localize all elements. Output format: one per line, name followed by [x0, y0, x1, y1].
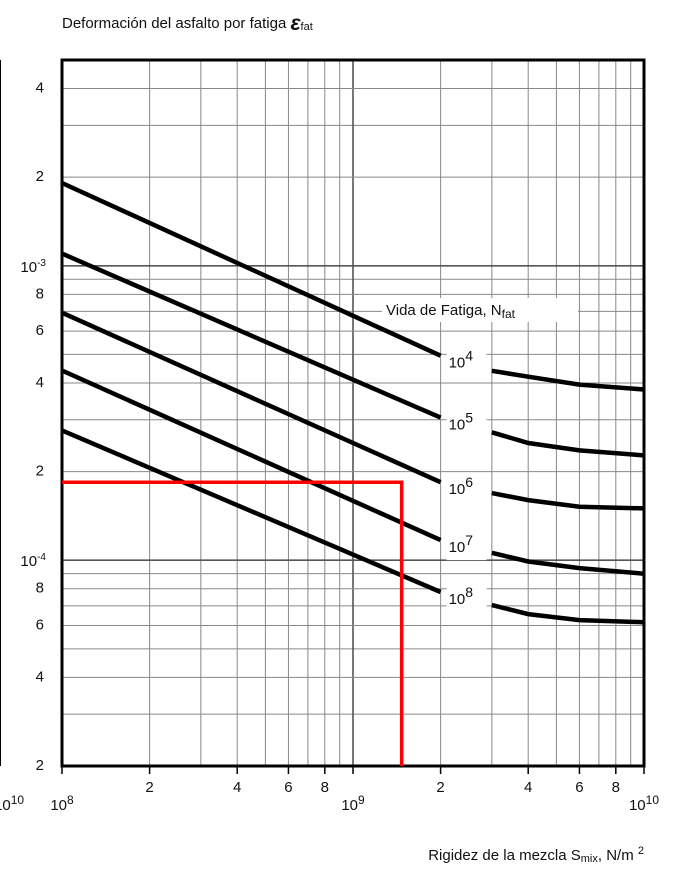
x-tick-label: 2	[145, 779, 153, 796]
series-label-part: 10	[449, 539, 466, 556]
series-label: 106	[449, 475, 474, 499]
legend-title: Vida de Fatiga, Nfat	[386, 302, 516, 321]
chart-title-part: fat	[301, 21, 313, 33]
chart-title: Deformación del asfalto por fatiga εfat	[62, 12, 313, 35]
legend-title-part: fat	[502, 307, 516, 321]
y-tick-label-part: 6	[36, 322, 44, 339]
x-tick-label-part: 6	[575, 779, 583, 796]
x-tick-label: 8	[612, 779, 620, 796]
y-tick-label-part: 10	[20, 259, 37, 276]
x-tick-label-part: 10	[629, 797, 646, 814]
side-label-part: 10	[0, 797, 11, 814]
legend-title-part: Vida de Fatiga, N	[386, 302, 502, 319]
fatigue-curve	[61, 251, 645, 458]
y-tick-label-part: 8	[36, 285, 44, 302]
series-label: 105	[449, 410, 474, 434]
fatigue-curve	[61, 310, 645, 511]
x-tick-label: 4	[524, 779, 532, 796]
y-tick-label-part: 4	[36, 668, 44, 685]
y-tick-label-part: -3	[37, 258, 46, 269]
y-tick-label: 2	[36, 463, 44, 480]
y-tick-label-part: 8	[36, 580, 44, 597]
x-tick-label: 4	[233, 779, 241, 796]
label-bg	[446, 413, 487, 438]
x-tick-label-part: 10	[646, 793, 660, 807]
y-tick-label: 4	[36, 374, 44, 391]
x-axis-label-part: 2	[638, 845, 644, 857]
x-axis-label: Rigidez de la mezcla Smix, N/m 2	[428, 845, 644, 865]
x-tick-label-part: 2	[436, 779, 444, 796]
series-label-part: 7	[465, 533, 473, 549]
plot-frame	[60, 58, 646, 768]
y-tick-label-part: 10	[20, 553, 37, 570]
label-bg	[446, 351, 487, 376]
chart-title-part: ε	[290, 12, 301, 35]
x-tick-label-part: 8	[612, 779, 620, 796]
series-label-part: 10	[449, 481, 466, 498]
series-label: 104	[449, 348, 474, 372]
x-tick-label: 108	[50, 793, 74, 814]
y-tick-label: 6	[36, 322, 44, 339]
series-label: 108	[449, 584, 474, 608]
y-tick-label-part: 2	[36, 757, 44, 774]
series-label-part: 10	[449, 417, 466, 434]
x-tick-label: 6	[284, 779, 292, 796]
y-tick-label-part: 2	[36, 168, 44, 185]
y-tick-label: 10-4	[20, 552, 46, 570]
y-tick-label: 8	[36, 285, 44, 302]
y-tick-label-part: 6	[36, 616, 44, 633]
side-label: 1010	[0, 793, 24, 814]
x-axis-label-part: Rigidez de la mezcla S	[428, 847, 581, 864]
x-tick-label-part: 10	[50, 797, 67, 814]
y-tick-label-part: 4	[36, 80, 44, 97]
x-tick-label-part: 8	[67, 793, 74, 807]
series-label: 107	[449, 533, 474, 557]
reading-line	[62, 480, 404, 766]
fatigue-curve	[61, 368, 645, 576]
label-bg	[382, 298, 578, 322]
y-tick-label: 6	[36, 616, 44, 633]
x-tick-label: 2	[436, 779, 444, 796]
y-tick-label: 4	[36, 80, 44, 97]
y-tick-label: 10-3	[20, 258, 46, 276]
chart-title-part: Deformación del asfalto por fatiga	[62, 15, 290, 32]
x-tick-label: 109	[341, 793, 365, 814]
x-tick-label-part: 10	[341, 797, 358, 814]
x-axis-label-part: mix	[581, 853, 599, 865]
x-tick-label-part: 8	[321, 779, 329, 796]
x-tick-label-part: 9	[358, 793, 365, 807]
y-tick-label: 2	[36, 168, 44, 185]
series-label-part: 6	[465, 475, 473, 491]
side-label-part: 10	[11, 793, 25, 807]
series-label-part: 4	[465, 348, 473, 364]
y-tick-label-part: -4	[37, 552, 46, 563]
y-tick-label: 2	[36, 757, 44, 774]
x-axis-label-part: , N/m	[598, 847, 638, 864]
label-bg	[446, 587, 487, 612]
y-tick-label-part: 4	[36, 374, 44, 391]
x-tick-label: 8	[321, 779, 329, 796]
x-tick-label-part: 4	[233, 779, 241, 796]
series-label-part: 10	[449, 355, 466, 372]
x-tick-label-part: 2	[145, 779, 153, 796]
label-bg	[446, 478, 487, 503]
x-tick-label: 1010	[629, 793, 659, 814]
y-tick-label-part: 2	[36, 463, 44, 480]
series-label-part: 10	[449, 591, 466, 608]
series-label-part: 5	[465, 410, 473, 426]
label-bg	[446, 536, 487, 561]
x-tick-label-part: 4	[524, 779, 532, 796]
series-label-part: 8	[465, 584, 473, 600]
fatigue-curve	[61, 428, 645, 625]
y-tick-label: 4	[36, 668, 44, 685]
x-tick-label: 6	[575, 779, 583, 796]
x-tick-label-part: 6	[284, 779, 292, 796]
y-tick-label: 8	[36, 580, 44, 597]
fatigue-curve	[61, 180, 645, 392]
